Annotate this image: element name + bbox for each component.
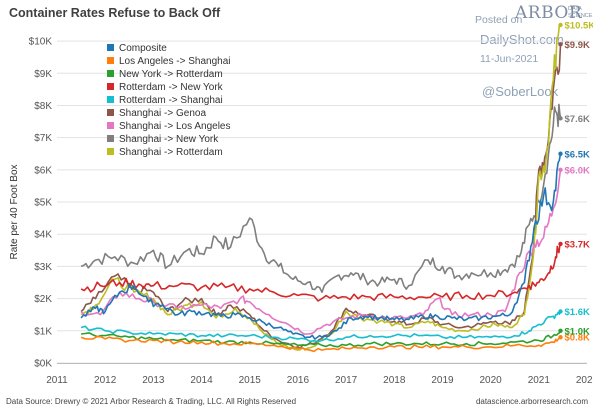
x-tick-label: 2022 [576,375,593,386]
x-tick-label: 2020 [480,375,503,386]
end-label: $0.8K [565,333,590,344]
end-label: $10.5K [565,21,593,32]
legend-swatch [107,70,114,77]
end-point [558,151,563,156]
y-tick-label: $8K [34,101,52,112]
legend-label: Shanghai -> Genoa [119,108,206,119]
y-tick-label: $2K [34,294,52,305]
end-point [558,22,563,28]
legend: Composite Los Angeles -> Shanghai New York… [107,43,230,158]
series-line [80,153,562,340]
series-line [80,243,562,302]
watermark-handle: @SoberLook [482,84,559,99]
legend-label: Composite [119,43,167,54]
end-label: $1.6K [565,307,590,318]
end-point [558,241,563,247]
end-point [558,328,563,334]
watermark-site: DailyShot.com [480,32,564,47]
x-tick-label: 2015 [239,375,262,386]
x-tick-label: 2016 [287,375,310,386]
end-label: $3.7K [565,239,590,250]
end-point [558,116,563,121]
series-line [80,44,562,349]
legend-swatch [107,122,114,129]
legend-label: New York -> Rotterdam [119,69,223,80]
series-line [80,103,562,293]
x-tick-label: 2013 [142,375,165,386]
series-line [80,169,562,335]
end-point [558,167,563,173]
series-line [80,335,562,353]
y-tick-labels: $0K $1K $2K $3K $4K $5K $6K $7K $8K $9K $10K [29,37,53,370]
legend-label: Shanghai -> Los Angeles [119,121,230,132]
watermark-posted-on: Posted on [475,14,522,26]
x-tick-label: 2014 [190,375,213,386]
arbor-logo: ARBOR DATA SCIENCE [514,3,593,23]
source-url: datascience.arborresearch.com [476,397,588,406]
legend-swatch [107,57,114,64]
logo-sub-data: DATA [568,6,582,12]
y-tick-label: $5K [34,198,52,209]
legend-swatch [107,148,114,155]
series-line [80,311,562,343]
x-tick-label: 2011 [46,375,68,386]
legend-swatch [107,135,114,142]
x-tick-label: 2017 [335,375,358,386]
legend-label: Los Angeles -> Shanghai [119,56,230,67]
y-tick-label: $6K [34,165,52,176]
series-line [80,24,562,351]
legend-swatch [107,44,114,51]
end-point [558,309,563,314]
end-label: $9.9K [565,40,590,51]
end-point [558,335,563,340]
x-tick-label: 2019 [431,375,454,386]
logo-sub-science: SCIENCE [568,13,593,19]
logo-wordmark: ARBOR [514,3,583,23]
x-tick-label: 2018 [383,375,406,386]
legend-label: Shanghai -> New York [119,134,219,145]
end-label: $7.6K [565,114,590,125]
x-tick-labels: 2011 2012 2013 2014 2015 2016 2017 2018 2019 2020… [46,375,593,386]
y-tick-label: $7K [34,133,52,144]
legend-label: Shanghai -> Rotterdam [119,147,223,158]
watermark-date: 11-Jun-2021 [480,53,538,65]
end-point [558,42,563,47]
series-lines [80,24,562,353]
y-axis-label: Rate per 40 Foot Box [9,164,20,259]
chart-title: Container Rates Refuse to Back Off [9,6,221,20]
y-tick-label: $3K [34,262,52,273]
x-tick-label: 2021 [528,375,551,386]
end-label: $6.0K [565,165,590,176]
end-labels: $6.5K $0.8K$1.0K $3.7K $1.6K $9.9K $6.0K $7.6K… [558,21,593,344]
y-tick-label: $1K [34,326,52,337]
end-label: $1.0K [565,326,590,337]
legend-label: Rotterdam -> New York [119,82,224,93]
y-tick-label: $10K [29,37,53,48]
legend-swatch [107,83,114,90]
y-tick-label: $9K [34,69,52,80]
source-note: Data Source: Drewry © 2021 Arbor Researc… [6,397,296,406]
x-tick-label: 2012 [94,375,117,386]
end-label: $6.5K [565,149,590,160]
legend-swatch [107,109,114,116]
series-line [81,330,562,348]
y-tick-label: $4K [34,230,52,241]
y-tick-label: $0K [34,359,52,370]
legend-label: Rotterdam -> Shanghai [119,95,223,106]
legend-swatch [107,96,114,103]
